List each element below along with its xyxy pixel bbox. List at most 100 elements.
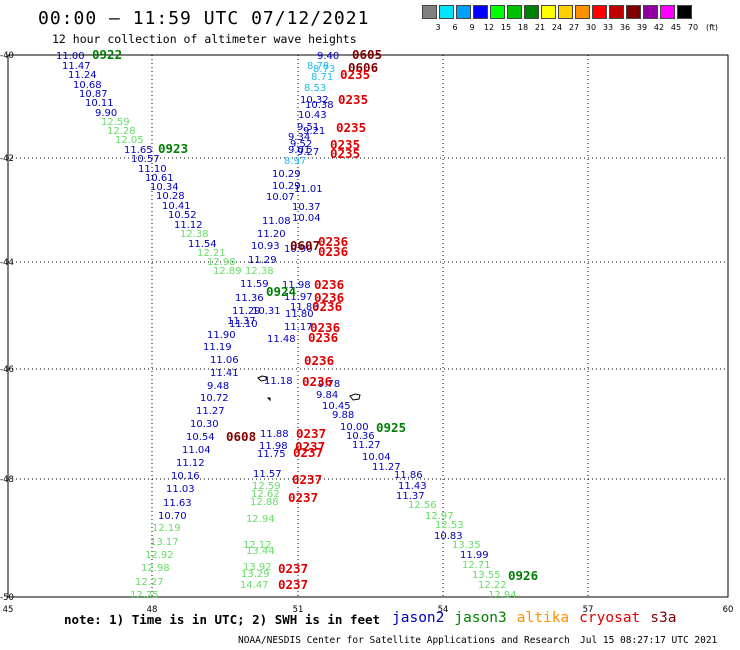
wave-height-reading: 9.34 [288,132,310,143]
wave-height-reading: 12.59 [252,481,281,492]
legend-swatch [558,5,573,19]
wave-height-reading: 12.88 [250,497,279,508]
wave-height-reading: 9.51 [297,122,319,133]
wave-height-reading: 12.89 [213,266,242,277]
page-title: 00:00 – 11:59 UTC 07/12/2021 [38,8,370,29]
wave-height-reading: 10.70 [158,511,187,522]
wave-height-reading: 10.83 [434,531,463,542]
wave-height-reading: 12.94 [488,590,517,601]
wave-height-reading: 11.19 [203,342,232,353]
wave-height-reading: 10.37 [292,202,321,213]
wave-height-reading: 11.97 [284,292,313,303]
utc-time-marker: 0236 [308,330,338,345]
wave-height-reading: 10.32 [300,95,329,106]
legend-swatch [490,5,505,19]
island-outline [349,393,361,401]
wave-height-reading: 12.38 [245,266,274,277]
legend-unit: (ft) [705,23,719,32]
wave-height-reading: 13.44 [246,546,275,557]
legend-label: 27 [568,23,580,32]
wave-height-reading: 10.90 [284,244,313,255]
wave-height-reading: 11.88 [290,302,319,313]
footer-note: note: 1) Time is in UTC; 2) SWH is in fe… [64,612,381,627]
wave-height-reading: 10.61 [145,173,174,184]
wave-height-reading: 8.78 [307,61,329,72]
legend-label: 45 [670,23,682,32]
legend-swatch [677,5,692,19]
utc-time-marker: 0608 [226,429,256,444]
legend-label: 15 [500,23,512,32]
wave-height-reading: 12.27 [135,577,164,588]
legend-swatch [575,5,590,19]
wave-height-reading: 10.54 [186,432,215,443]
wave-height-reading: 11.75 [257,449,286,460]
utc-time-marker: 0237 [288,490,318,505]
utc-time-marker: 0236 [318,244,348,259]
wave-height-reading: 12.92 [145,550,174,561]
wave-height-reading: 9.52 [290,139,312,150]
wave-height-reading: 11.80 [285,309,314,320]
wave-height-reading: 10.29 [272,169,301,180]
utc-time-marker: 0925 [376,420,406,435]
wave-height-reading: 10.31 [252,306,281,317]
wave-height-reading: 10.36 [346,431,375,442]
wave-height-reading: 10.57 [131,154,160,165]
wave-height-reading: 10.68 [73,80,102,91]
time-markers: 0922092306050606023502350235023502350607… [92,47,538,592]
wave-height-reading: 8.97 [284,156,306,167]
wave-height-reading: 11.27 [196,406,225,417]
wave-height-reading: 11.98 [282,280,311,291]
utc-time-marker: 0923 [158,141,188,156]
wave-height-reading: 11.59 [240,279,269,290]
wave-height-reading: 12.62 [251,489,280,500]
utc-time-marker: 0236 [314,290,344,305]
utc-time-marker: 0237 [295,439,325,454]
lat-tick-label: -44 [0,258,14,268]
wave-height-reading: 8.73 [313,64,335,75]
wave-height-reading: 11.08 [262,216,291,227]
utc-time-marker: 0235 [338,92,368,107]
wave-height-reading: 12.98 [207,257,236,268]
wave-height-reading: 11.54 [188,239,217,250]
wave-height-reading: 11.01 [294,184,323,195]
utc-time-marker: 0237 [293,445,323,460]
wave-height-reading: 9.01 [288,145,310,156]
axis-labels: -40 -42 -44 -46 -48 -50 45 48 51 54 57 60 [0,51,733,615]
wave-height-reading: 11.43 [398,481,427,492]
utc-time-marker: 0606 [348,60,378,75]
wave-height-reading: 11.36 [235,293,264,304]
wave-height-reading: 13.17 [150,537,179,548]
lon-tick-label: 60 [723,605,734,615]
utc-time-marker: 0605 [352,47,382,62]
wave-height-reading: 13.55 [472,570,501,581]
wave-height-reading: 11.10 [229,319,258,330]
wave-height-reading: 13.29 [241,569,270,580]
wave-height-reading: 12.97 [425,511,454,522]
utc-time-marker: 0237 [278,561,308,576]
utc-time-marker: 0236 [310,320,340,335]
wave-height-reading: 9.21 [303,126,325,137]
wave-height-reading: 11.47 [62,61,91,72]
legend-swatch [473,5,488,19]
sat-jason3: jason3 [454,610,507,626]
legend-label: 70 [687,23,699,32]
lat-tick-label: -46 [0,365,14,375]
legend-swatch [541,5,556,19]
wave-height-reading: 10.52 [168,210,197,221]
legend-swatch [609,5,624,19]
legend-label: 39 [636,23,648,32]
wave-height-reading: 10.04 [292,213,321,224]
legend-label: 30 [585,23,597,32]
wave-height-reading: 11.63 [163,498,192,509]
wave-height-reading: 13.35 [452,540,481,551]
wave-height-reading: 11.41 [210,368,239,379]
wave-height-reading: 10.93 [251,241,280,252]
legend-label: 24 [551,23,563,32]
legend-label: 6 [452,23,458,32]
wave-height-reading: 11.57 [253,469,282,480]
satellite-legend: jason2 jason3 altika cryosat s3a [392,610,686,626]
wave-height-reading: 11.37 [227,316,256,327]
wave-height-reading: 8.53 [304,83,326,94]
lon-tick-label: 45 [3,605,14,615]
lon-tick-label: 57 [583,605,594,615]
